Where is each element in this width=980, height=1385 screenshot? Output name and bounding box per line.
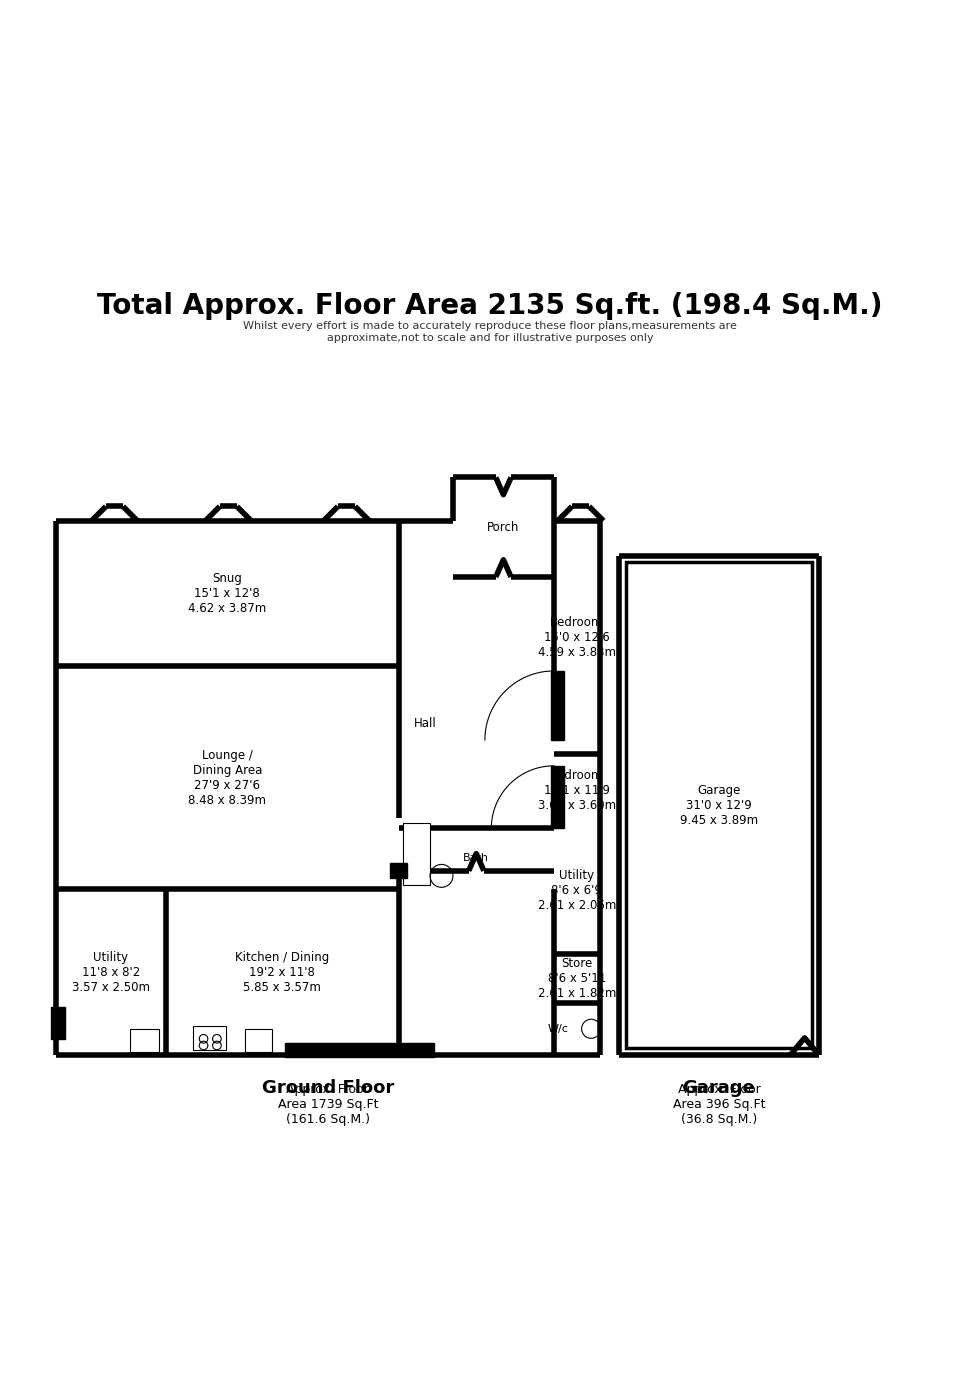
Text: Utility
8'6 x 6'9
2.61 x 2.06m: Utility 8'6 x 6'9 2.61 x 2.06m (538, 870, 616, 913)
Text: Bath: Bath (464, 853, 489, 863)
Bar (551, 766, 564, 828)
Bar (51, 1007, 66, 1039)
Text: Snug
15'1 x 12'8
4.62 x 3.87m: Snug 15'1 x 12'8 4.62 x 3.87m (188, 572, 267, 615)
Text: Approx. Floor
Area 396 Sq.Ft
(36.8 Sq.M.): Approx. Floor Area 396 Sq.Ft (36.8 Sq.M.… (672, 1083, 765, 1126)
Text: Porch: Porch (487, 521, 519, 533)
Text: Lounge /
Dining Area
27'9 x 27'6
8.48 x 8.39m: Lounge / Dining Area 27'9 x 27'6 8.48 x … (188, 749, 267, 807)
Text: Bedroom
15'0 x 12'6
4.59 x 3.83m: Bedroom 15'0 x 12'6 4.59 x 3.83m (538, 616, 615, 659)
Text: Garage
31'0 x 12'9
9.45 x 3.89m: Garage 31'0 x 12'9 9.45 x 3.89m (680, 784, 758, 827)
Bar (625, 562, 812, 1048)
Bar (245, 1029, 272, 1053)
Text: Store
8'6 x 5'11
2.61 x 1.82m: Store 8'6 x 5'11 2.61 x 1.82m (538, 957, 616, 1000)
Bar (551, 670, 564, 740)
Text: Bedroom
12'1 x 11'9
3.69 x 3.60m: Bedroom 12'1 x 11'9 3.69 x 3.60m (538, 769, 615, 812)
Text: Total Approx. Floor Area 2135 Sq.ft. (198.4 Sq.M.): Total Approx. Floor Area 2135 Sq.ft. (19… (97, 292, 883, 320)
Text: Ground Floor: Ground Floor (262, 1079, 394, 1097)
Text: Hall: Hall (415, 717, 437, 730)
Text: Garage: Garage (682, 1079, 756, 1097)
Bar (404, 824, 430, 885)
Text: Kitchen / Dining
19'2 x 11'8
5.85 x 3.57m: Kitchen / Dining 19'2 x 11'8 5.85 x 3.57… (235, 950, 329, 993)
Bar (193, 1026, 226, 1050)
Bar (390, 863, 407, 878)
Text: Approx. Floor
Area 1739 Sq.Ft
(161.6 Sq.M.): Approx. Floor Area 1739 Sq.Ft (161.6 Sq.… (277, 1083, 378, 1126)
Text: Whilst every effort is made to accurately reproduce these floor plans,measuremen: Whilst every effort is made to accuratel… (243, 321, 737, 342)
Bar (130, 1029, 159, 1053)
Text: W/c: W/c (547, 1024, 568, 1033)
Text: Utility
11'8 x 8'2
3.57 x 2.50m: Utility 11'8 x 8'2 3.57 x 2.50m (72, 950, 150, 993)
Bar (285, 1043, 434, 1057)
